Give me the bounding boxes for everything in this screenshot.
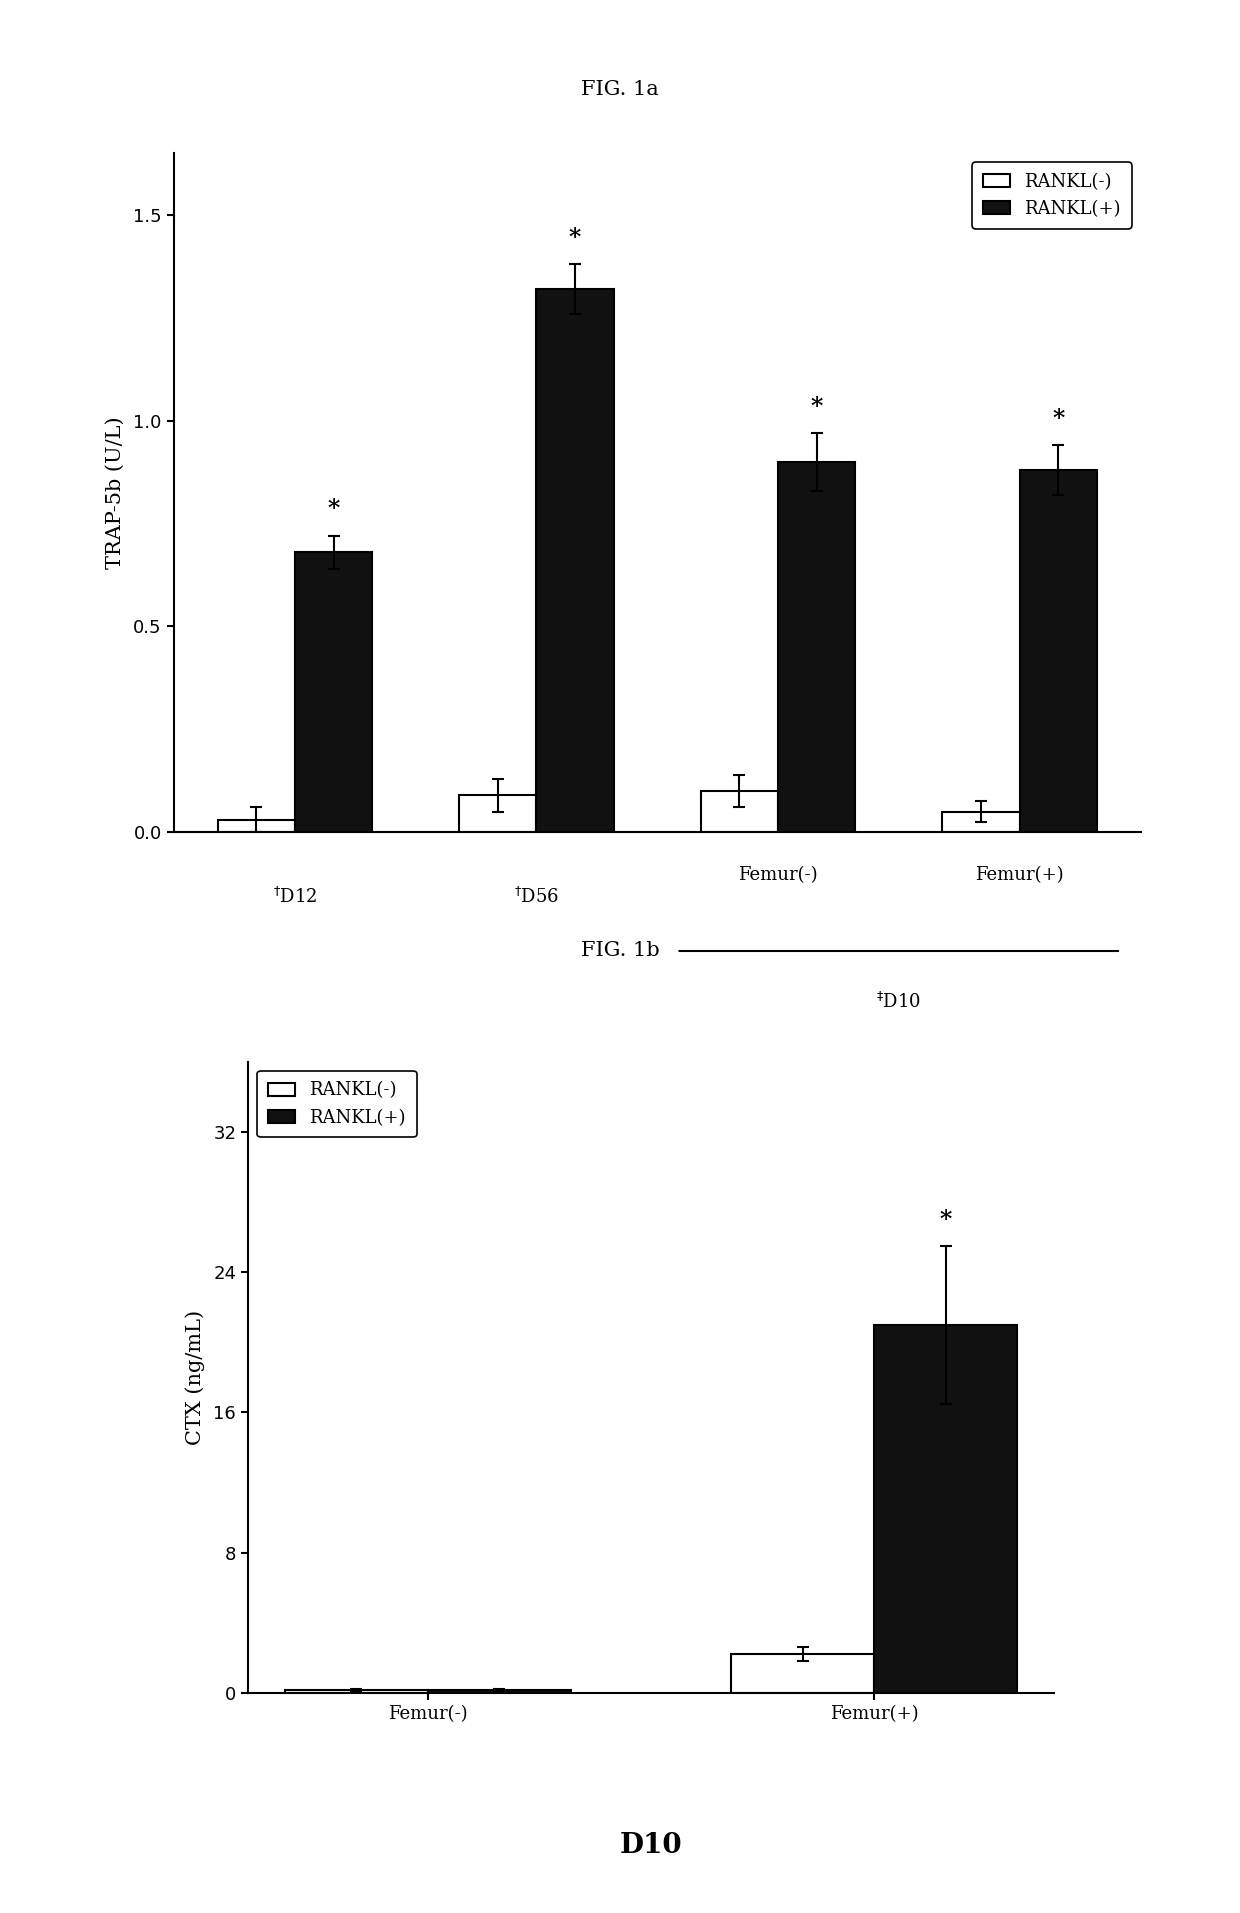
Legend: RANKL(-), RANKL(+): RANKL(-), RANKL(+) (257, 1071, 417, 1138)
Text: $^{\dagger}$D56: $^{\dagger}$D56 (513, 886, 559, 907)
Text: $^{\dagger}$D12: $^{\dagger}$D12 (273, 886, 317, 907)
Y-axis label: TRAP-5b (U/L): TRAP-5b (U/L) (105, 417, 125, 568)
Text: $^{\ddagger}$D10: $^{\ddagger}$D10 (877, 991, 921, 1012)
Bar (1019, 471, 1097, 832)
Bar (537, 289, 614, 832)
Text: Femur(-): Femur(-) (738, 867, 818, 884)
Text: *: * (327, 497, 340, 522)
Bar (777, 461, 856, 832)
Text: *: * (811, 394, 823, 419)
Bar (874, 1326, 1017, 1693)
Y-axis label: CTX (ng/mL): CTX (ng/mL) (185, 1310, 205, 1444)
Bar (459, 796, 537, 832)
Bar (295, 553, 372, 832)
Text: D10: D10 (620, 1833, 682, 1859)
Text: *: * (1052, 407, 1064, 430)
Bar (285, 1691, 428, 1693)
Text: *: * (940, 1207, 952, 1232)
Text: FIG. 1a: FIG. 1a (582, 80, 658, 99)
Bar (217, 821, 295, 832)
Bar (428, 1691, 570, 1693)
Text: Femur(+): Femur(+) (975, 867, 1064, 884)
Bar (732, 1655, 874, 1693)
Text: FIG. 1b: FIG. 1b (580, 941, 660, 960)
Text: *: * (569, 226, 582, 251)
Legend: RANKL(-), RANKL(+): RANKL(-), RANKL(+) (972, 163, 1132, 230)
Bar (942, 811, 1019, 832)
Bar (701, 790, 777, 832)
